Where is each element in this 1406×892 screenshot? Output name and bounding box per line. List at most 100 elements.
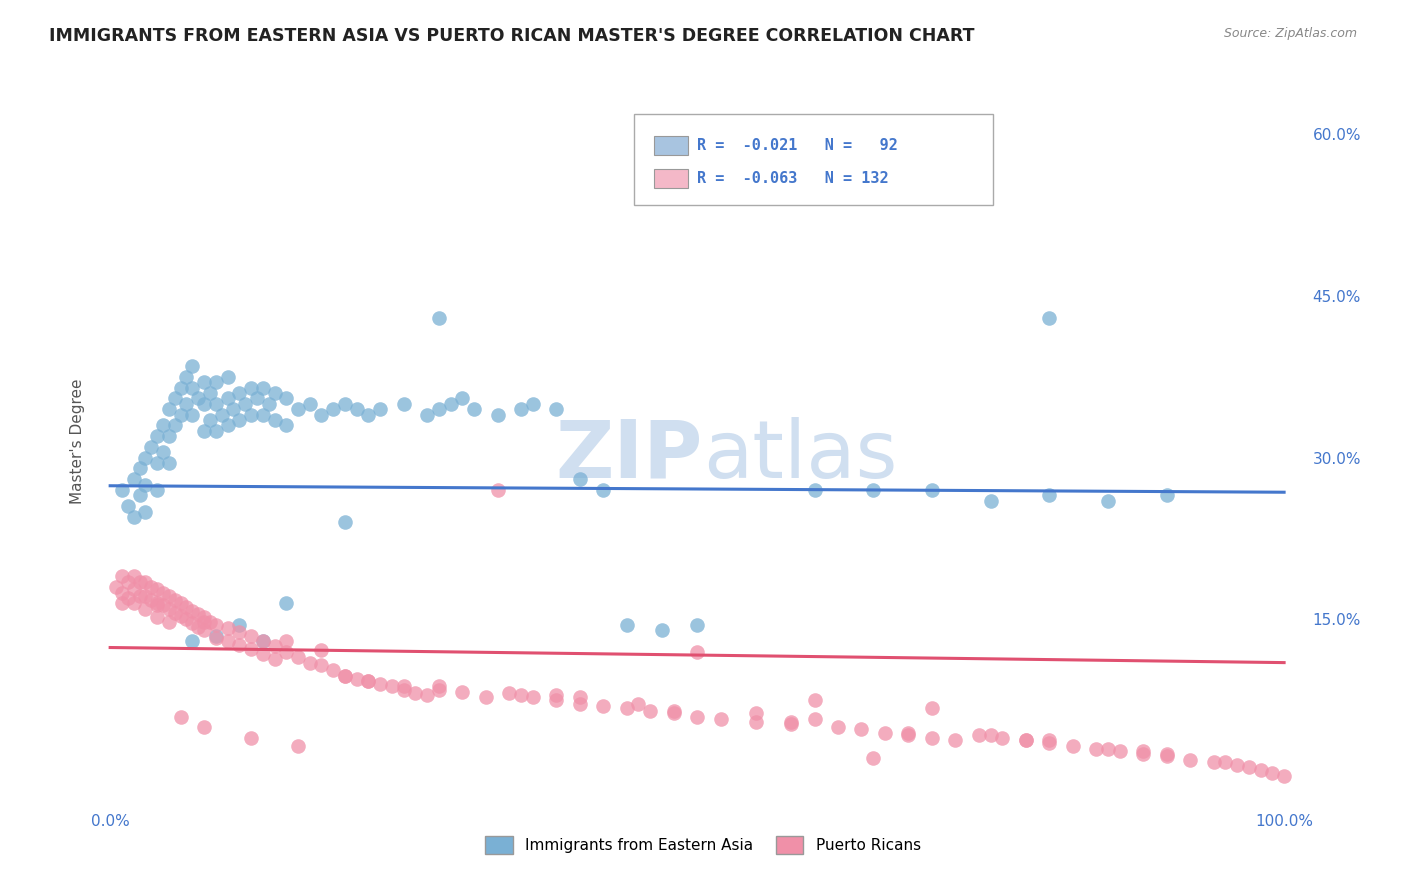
Point <box>252 634 274 648</box>
Point <box>228 413 250 427</box>
Point <box>568 472 591 486</box>
Point <box>522 397 544 411</box>
Point <box>276 392 298 406</box>
Point <box>311 642 333 657</box>
Point <box>298 656 321 670</box>
Point <box>427 402 450 417</box>
Point <box>134 450 156 465</box>
Text: ZIP: ZIP <box>555 417 703 495</box>
Point <box>322 402 344 417</box>
Point <box>392 679 415 693</box>
Point <box>152 599 174 613</box>
Point <box>686 618 709 632</box>
Point <box>181 604 204 618</box>
Point <box>803 693 825 707</box>
Point <box>222 402 245 417</box>
Point <box>616 618 638 632</box>
Point <box>228 386 250 401</box>
Point <box>157 601 180 615</box>
Point <box>240 731 263 745</box>
Point <box>287 402 309 417</box>
Point <box>592 483 614 497</box>
Point <box>392 397 415 411</box>
Point <box>122 472 145 486</box>
Point <box>1038 488 1060 502</box>
Point <box>240 629 263 643</box>
Point <box>980 728 1002 742</box>
Point <box>146 429 169 443</box>
Point <box>686 709 709 723</box>
Point <box>169 709 191 723</box>
Point <box>780 714 803 729</box>
Point <box>181 381 204 395</box>
Text: IMMIGRANTS FROM EASTERN ASIA VS PUERTO RICAN MASTER'S DEGREE CORRELATION CHART: IMMIGRANTS FROM EASTERN ASIA VS PUERTO R… <box>49 27 974 45</box>
Point <box>592 698 614 713</box>
Point <box>193 720 215 734</box>
Point <box>228 625 250 640</box>
Point <box>128 589 150 603</box>
Point <box>211 408 233 422</box>
Point <box>1097 742 1119 756</box>
Point <box>193 615 215 629</box>
Point <box>510 688 533 702</box>
Point <box>381 679 404 693</box>
Point <box>276 418 298 433</box>
Point <box>1250 764 1272 778</box>
Point <box>897 725 920 739</box>
Point <box>240 641 263 656</box>
Point <box>257 397 280 411</box>
Point <box>368 402 391 417</box>
Point <box>252 381 274 395</box>
Point <box>240 408 263 422</box>
Point <box>416 688 439 702</box>
Point <box>176 397 198 411</box>
Point <box>568 690 591 705</box>
Point <box>333 668 356 682</box>
Point <box>122 510 145 524</box>
Point <box>117 591 139 605</box>
Point <box>1062 739 1084 753</box>
Point <box>780 717 803 731</box>
Point <box>217 634 239 648</box>
Point <box>276 634 298 648</box>
Point <box>204 424 226 438</box>
Point <box>128 461 150 475</box>
Point <box>204 397 226 411</box>
Text: R =  -0.021   N =   92: R = -0.021 N = 92 <box>697 138 898 153</box>
Point <box>122 596 145 610</box>
Point <box>546 693 568 707</box>
Point <box>198 386 221 401</box>
Point <box>181 408 204 422</box>
Point <box>204 618 226 632</box>
Point <box>111 585 134 599</box>
Point <box>187 607 209 621</box>
Point <box>439 397 461 411</box>
Point <box>1038 737 1060 751</box>
Point <box>873 725 896 739</box>
Point <box>157 402 180 417</box>
Point <box>263 652 285 666</box>
Point <box>346 402 368 417</box>
Point <box>1132 744 1154 758</box>
Point <box>176 612 198 626</box>
Point <box>198 413 221 427</box>
Text: atlas: atlas <box>703 417 897 495</box>
Point <box>157 589 180 603</box>
Point <box>921 731 943 745</box>
Point <box>803 712 825 726</box>
Point <box>967 728 990 742</box>
Point <box>546 688 568 702</box>
Point <box>228 638 250 652</box>
Point <box>311 657 333 672</box>
Point <box>486 408 509 422</box>
Point <box>228 618 250 632</box>
Point <box>1132 747 1154 762</box>
Point <box>980 493 1002 508</box>
Point <box>122 582 145 597</box>
Point <box>117 500 139 514</box>
Point <box>546 402 568 417</box>
Point <box>152 445 174 459</box>
Point <box>662 704 685 718</box>
Point <box>463 402 485 417</box>
Point <box>240 381 263 395</box>
